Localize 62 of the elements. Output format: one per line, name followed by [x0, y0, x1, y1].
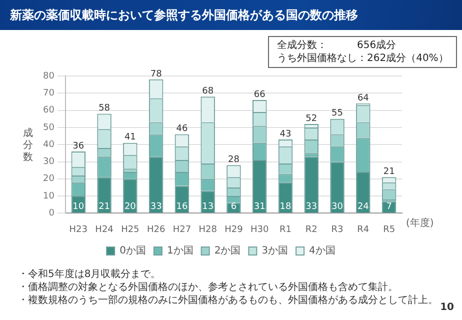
x-tick-label: H30 — [250, 224, 269, 235]
y-axis-title: 成分数 — [22, 128, 34, 164]
data-label: 20 — [124, 202, 136, 212]
x-tick-label: H27 — [172, 224, 192, 235]
total-label: 64 — [357, 93, 370, 104]
data-label: 33 — [150, 202, 162, 212]
total-label: 28 — [228, 155, 240, 166]
total-label: 36 — [72, 141, 84, 152]
x-tick-label: H29 — [224, 224, 244, 235]
data-label: 13 — [202, 202, 214, 212]
legend-label: 1か国 — [166, 246, 194, 257]
legend-label: 0か国 — [120, 246, 146, 257]
data-label: 10 — [72, 202, 84, 212]
data-label: 31 — [254, 202, 266, 212]
text: 全成分数： 656成分 — [277, 39, 398, 52]
y-tick-label: 20 — [43, 174, 55, 184]
text: ・価格調整の対象となる外国価格のほか、参考とされている外国価格も含めて集計。 — [18, 281, 399, 294]
x-tick-label: H26 — [146, 224, 166, 235]
data-label: 16 — [176, 202, 188, 212]
legend-label: 2か国 — [214, 246, 241, 257]
data-label: 7 — [386, 202, 392, 212]
y-tick-label: 10 — [43, 191, 55, 202]
text: ・令和5年度は8月収載分まで。 — [18, 268, 162, 281]
x-tick-label: H23 — [69, 224, 88, 235]
x-tick-label: R4 — [357, 224, 370, 235]
total-label: 55 — [332, 108, 344, 119]
total-label: 41 — [124, 132, 136, 143]
total-label: 46 — [176, 124, 188, 134]
legend-label: 3か国 — [262, 246, 288, 257]
chart-title: 新薬の薬価収載時において参照する外国価格がある国の数の推移 — [0, 0, 462, 30]
total-label: 58 — [98, 104, 110, 114]
data-label: 6 — [230, 202, 237, 212]
total-label: 78 — [150, 69, 162, 80]
data-label: 33 — [306, 202, 318, 212]
text: ・複数規格のうち一部の規格のみに外国価格があるものも、外国価格がある成分として計上。 — [18, 294, 438, 307]
y-tick-label: 50 — [43, 122, 55, 133]
x-tick-label: R5 — [383, 224, 396, 235]
x-tick-label: R3 — [331, 224, 344, 235]
y-tick-label: 30 — [43, 157, 55, 168]
data-label: 24 — [357, 202, 370, 212]
y-tick-label: 0 — [48, 208, 55, 219]
x-axis-title: (年度) — [406, 216, 434, 229]
data-label: 21 — [98, 202, 110, 212]
total-label: 68 — [202, 86, 214, 96]
x-tick-label: H28 — [198, 224, 218, 235]
total-label: 66 — [254, 90, 266, 100]
x-tick-label: R2 — [305, 224, 318, 235]
total-label: 21 — [383, 167, 395, 178]
text: うち外国価格なし：262成分（40%） — [277, 52, 448, 65]
text: 10 — [440, 302, 454, 313]
total-label: 43 — [280, 129, 292, 140]
y-tick-label: 60 — [43, 106, 55, 116]
total-label: 52 — [306, 114, 318, 124]
data-label: 30 — [332, 202, 344, 212]
x-tick-label: R1 — [280, 224, 292, 235]
legend-label: 4か国 — [309, 246, 336, 257]
x-tick-label: H25 — [121, 224, 140, 235]
data-label: 18 — [280, 202, 292, 212]
x-tick-label: H24 — [95, 224, 114, 235]
y-tick-label: 40 — [43, 140, 55, 150]
y-tick-label: 80 — [43, 71, 55, 82]
y-tick-label: 70 — [43, 88, 55, 98]
